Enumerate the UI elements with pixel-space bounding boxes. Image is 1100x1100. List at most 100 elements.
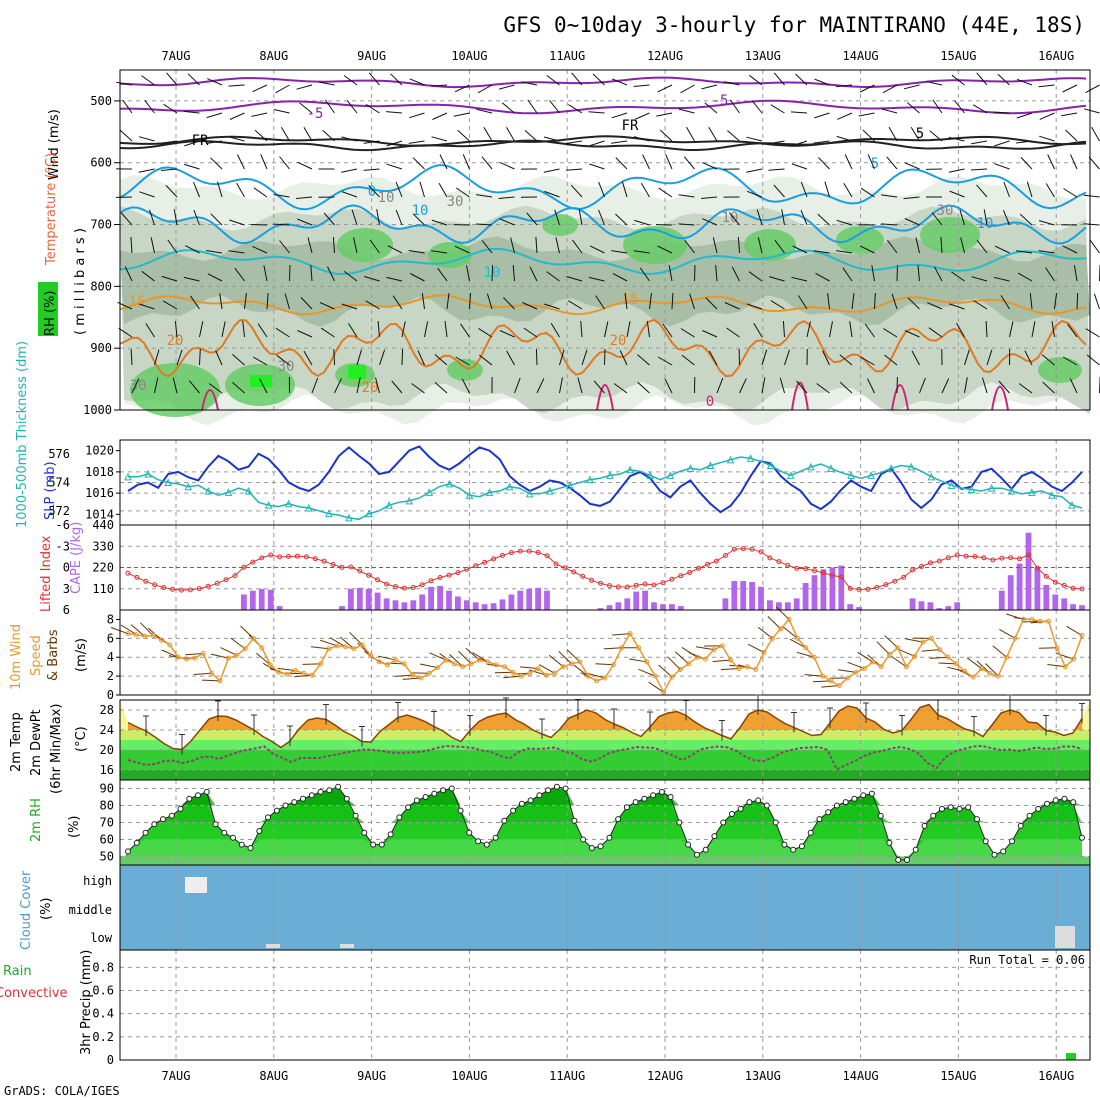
li-marker — [321, 558, 327, 564]
wind-barb — [140, 622, 154, 636]
rh-marker — [781, 841, 788, 848]
wind-barb — [252, 356, 268, 366]
cape-bar — [1007, 575, 1014, 610]
li-marker — [544, 553, 550, 559]
contour-label: 30 — [278, 359, 295, 375]
rh-marker — [685, 841, 692, 848]
li-marker — [205, 583, 211, 589]
wind-barb — [206, 112, 223, 119]
cape-bar — [998, 590, 1005, 610]
wind-barb — [546, 271, 560, 282]
wind-barb — [210, 157, 223, 170]
li-marker — [170, 586, 176, 592]
rh-marker — [440, 787, 447, 794]
thickness-marker — [545, 486, 554, 495]
li-marker — [785, 562, 791, 568]
wind-barb — [1009, 321, 1014, 338]
wind-barb — [982, 377, 988, 394]
wind-barb — [210, 213, 223, 226]
li-marker — [651, 582, 657, 588]
li-marker — [526, 548, 532, 554]
wind-speed-marker — [234, 652, 240, 658]
li-marker — [767, 555, 773, 561]
wind-barb — [816, 383, 830, 394]
wind-barb — [193, 209, 200, 226]
wind-barb — [1085, 328, 1100, 338]
wind-barb — [437, 267, 448, 282]
wind-barb — [784, 349, 790, 366]
wind-speed-marker — [912, 653, 918, 659]
wind-barb — [929, 130, 943, 142]
wind-barb — [882, 84, 898, 94]
t2m-panel: 16 20 24 28 — [100, 694, 1091, 781]
cloud-low-patch — [266, 944, 280, 948]
wind-barb — [419, 181, 425, 198]
temp-band — [120, 770, 1090, 780]
wind-barb — [581, 349, 588, 366]
wind-barb — [1062, 245, 1078, 254]
wind-speed-marker — [133, 632, 139, 638]
wind-barb — [839, 381, 853, 394]
contour-label: 5 — [871, 156, 879, 172]
ytick-label: 1000 — [83, 403, 112, 417]
wind-barb — [619, 350, 628, 366]
wind-barb — [529, 266, 538, 282]
wind-barb — [767, 616, 782, 630]
rh-marker — [921, 822, 928, 829]
contour-label: 15 — [129, 294, 146, 310]
rh-marker — [746, 799, 753, 806]
slp-tick-label: 1018 — [85, 465, 114, 479]
top-date-labels: 7AUG 8AUG 9AUG 10AUG 11AUG 12AUG 13AUG 14AUG 15A… — [162, 49, 1075, 63]
li-marker — [562, 565, 568, 571]
wind-barb — [454, 84, 470, 93]
wind-barb — [458, 650, 472, 665]
li-marker — [812, 568, 817, 574]
wind-barb — [446, 293, 450, 310]
wind-barb — [903, 84, 920, 90]
ytick-label: 600 — [90, 156, 112, 170]
wind-barb — [791, 163, 808, 170]
wind-barb — [577, 377, 583, 394]
wind-speed-marker — [518, 673, 524, 679]
rh-marker — [825, 809, 832, 816]
cape-bar — [401, 602, 408, 610]
thickness-marker — [425, 488, 434, 496]
wind-barb — [976, 184, 988, 198]
wind-barb — [983, 209, 988, 226]
wind-barb — [948, 168, 965, 173]
wind-barb — [705, 297, 718, 310]
wind-barb — [206, 250, 223, 254]
wind-barb — [994, 163, 1010, 170]
rh-marker — [580, 836, 587, 843]
wind-barb — [648, 681, 664, 693]
wind-barb — [812, 680, 831, 683]
cloud-cover-panel: high middle low — [69, 864, 1091, 951]
wind-barb — [412, 157, 425, 170]
wind-barb — [1020, 157, 1033, 170]
top-date-label: 15AUG — [940, 49, 976, 63]
wind-barb — [466, 265, 470, 282]
rh-marker — [939, 805, 945, 812]
top-date-label: 16AUG — [1038, 49, 1074, 63]
wind-speed-marker — [677, 667, 683, 672]
wind-speed-marker — [903, 664, 909, 670]
wind-barb — [334, 378, 342, 394]
wind-barb — [548, 654, 564, 668]
wind-barb — [779, 377, 785, 394]
wind-barb — [363, 168, 380, 171]
precip-panel: 0 0.2 0.4 0.6 0.8 — [92, 949, 1091, 1067]
wind-barb — [520, 666, 539, 670]
wind-barb — [1083, 108, 1100, 114]
wind-barb — [410, 273, 425, 282]
rh-marker — [650, 792, 657, 799]
wind-barb — [949, 303, 965, 310]
wind-barb — [122, 99, 133, 114]
li-marker — [348, 564, 354, 570]
wind-speed-marker — [795, 635, 800, 641]
wind-barb — [658, 664, 673, 678]
wind-barb — [461, 378, 470, 394]
rh-patch — [337, 228, 393, 262]
thickness-marker — [1027, 488, 1036, 496]
wind-speed-marker — [192, 655, 198, 661]
wind-speed-marker — [267, 662, 273, 668]
